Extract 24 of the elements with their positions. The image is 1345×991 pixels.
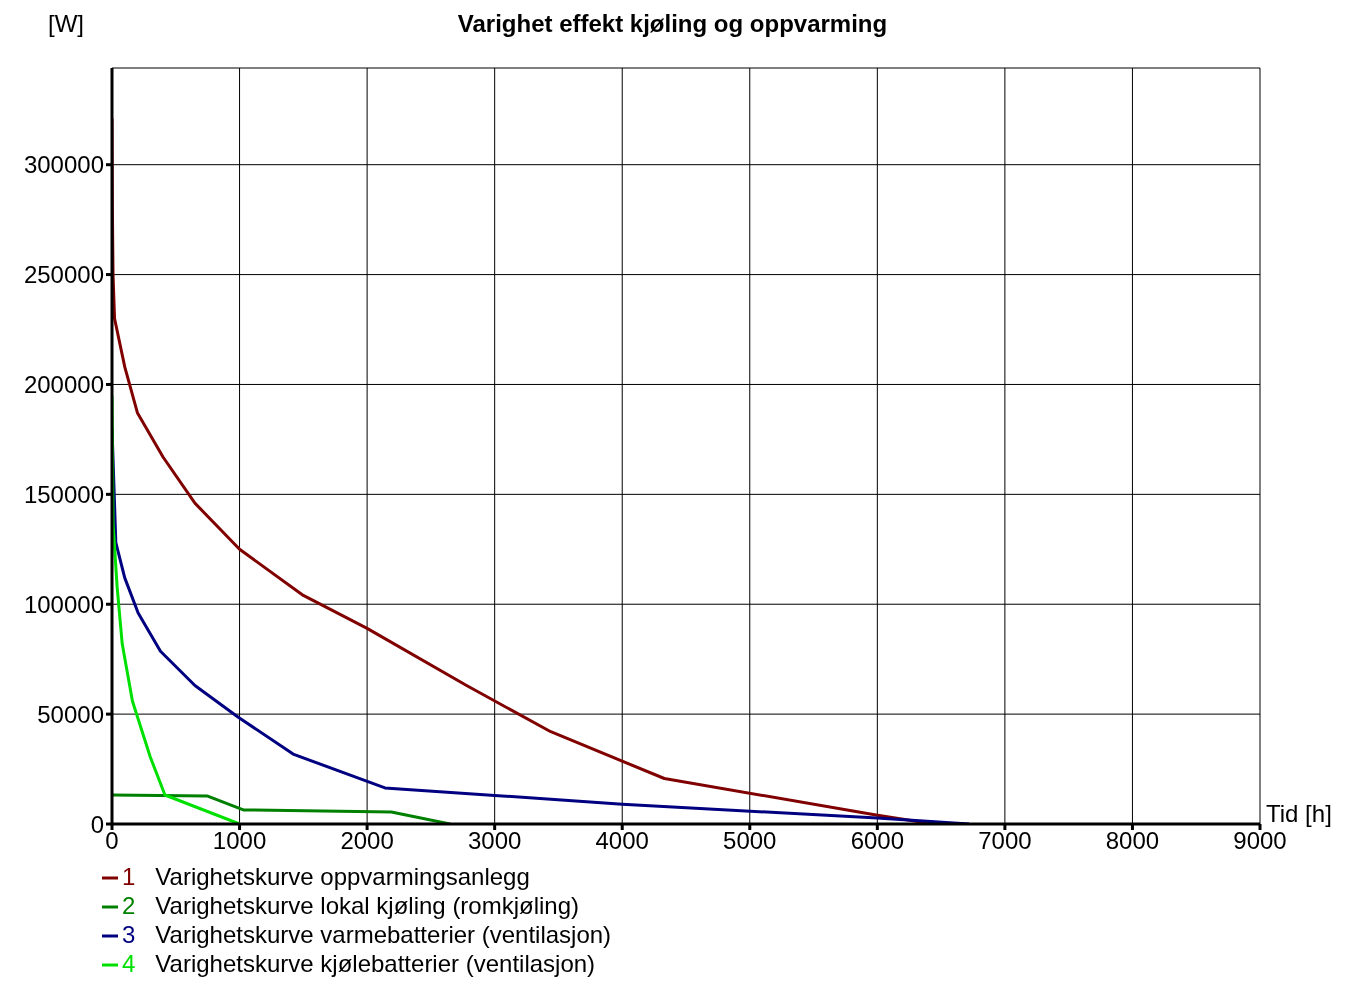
y-tick-label: 200000: [23, 370, 104, 398]
x-tick-label: 4000: [595, 827, 649, 855]
y-tick-label: 250000: [23, 261, 104, 289]
x-tick-label: 2000: [340, 827, 394, 855]
x-tick-label: 9000: [1233, 827, 1287, 855]
y-tick-label: 100000: [23, 590, 104, 618]
x-tick-label: 8000: [1105, 827, 1160, 855]
legend-label: 4 Varighetskurve kjølebatterier (ventilasjon): [122, 950, 596, 977]
legend-label: 3 Varighetskurve varmebatterier (ventilasjon): [122, 921, 612, 948]
line-series: [112, 793, 452, 824]
y-axis-title: [W]: [48, 10, 84, 38]
legend-label: 1 Varighetskurve oppvarmingsanlegg: [122, 863, 530, 890]
chart-title: Varighet effekt kjøling og oppvarming: [457, 10, 888, 37]
x-tick-label: 3000: [467, 827, 522, 855]
y-tick-label: 0: [90, 810, 104, 838]
y-tick-label: 50000: [37, 700, 104, 728]
x-tick-label: 7000: [978, 827, 1032, 855]
x-tick-label: 1000: [212, 827, 267, 855]
x-tick-label: 6000: [850, 827, 905, 855]
x-tick-label: 5000: [723, 827, 777, 855]
legend-label: 2 Varighetskurve lokal kjøling (romkjøling): [122, 892, 580, 919]
x-axis-title: Tid [h]: [1266, 800, 1332, 828]
y-tick-label: 150000: [23, 480, 104, 508]
y-tick-label: 300000: [23, 151, 104, 179]
